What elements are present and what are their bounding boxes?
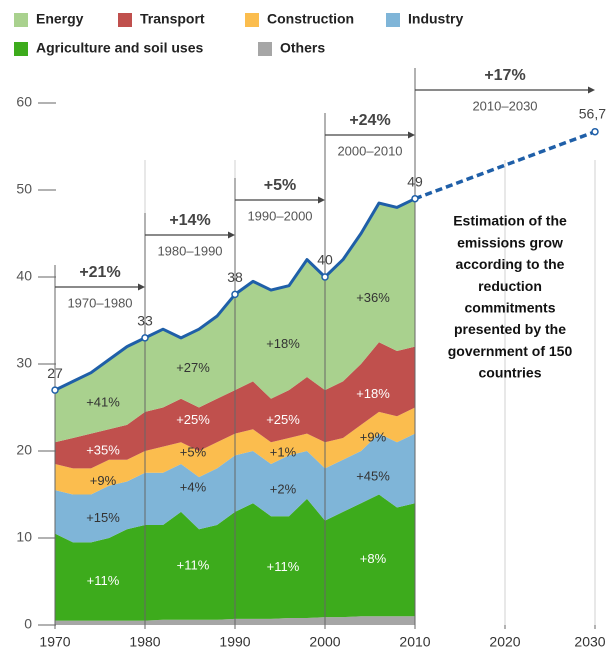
arrow-head xyxy=(228,231,235,239)
x-tick-label: 2020 xyxy=(489,634,520,650)
note: commitments xyxy=(464,300,555,316)
arrow-head xyxy=(138,283,145,291)
area-label: +11% xyxy=(267,559,300,574)
total-label: 33 xyxy=(137,313,153,329)
x-tick-label: 1980 xyxy=(129,634,160,650)
y-tick-label: 40 xyxy=(16,268,32,284)
area-label: +11% xyxy=(177,557,210,572)
area-label: +25% xyxy=(176,412,210,427)
arrow-head xyxy=(408,131,415,139)
area-label: +27% xyxy=(176,360,210,375)
legend-label: Energy xyxy=(36,11,84,27)
legend-swatch xyxy=(245,13,259,27)
y-tick-label: 0 xyxy=(24,616,32,632)
total-label: 49 xyxy=(407,173,423,189)
area-label: +9% xyxy=(360,429,387,444)
period-label: 2010–2030 xyxy=(472,98,537,113)
legend-label: Agriculture and soil uses xyxy=(36,40,203,56)
area-label: +36% xyxy=(356,290,390,305)
period-change: +17% xyxy=(484,67,525,84)
total-label: 40 xyxy=(317,252,333,268)
area-label: +45% xyxy=(356,469,390,484)
x-tick-label: 2010 xyxy=(399,634,430,650)
area-label: +15% xyxy=(86,510,120,525)
total-point xyxy=(51,386,59,394)
note: countries xyxy=(478,365,541,381)
legend-label: Industry xyxy=(408,11,463,27)
total-point xyxy=(411,194,419,203)
legend-label: Others xyxy=(280,40,325,56)
y-tick-label: 60 xyxy=(16,94,32,110)
area-label: +11% xyxy=(87,573,120,588)
area-label: +18% xyxy=(356,386,390,401)
legend-swatch xyxy=(14,42,28,56)
note: presented by the xyxy=(454,321,566,337)
note: according to the xyxy=(456,256,565,272)
period-change: +21% xyxy=(79,264,120,281)
area-label: +25% xyxy=(266,412,300,427)
y-tick-label: 20 xyxy=(16,442,32,458)
note: emissions grow xyxy=(457,234,563,250)
period-change: +5% xyxy=(264,177,296,194)
y-tick-label: 10 xyxy=(16,529,32,545)
period-label: 1990–2000 xyxy=(247,208,312,223)
projection-point xyxy=(591,127,599,136)
period-label: 2000–2010 xyxy=(337,143,402,158)
legend-swatch xyxy=(386,13,400,27)
area-label: +9% xyxy=(90,473,117,488)
area-label: +1% xyxy=(270,445,297,460)
period-change: +14% xyxy=(169,212,210,229)
projection-label: 56,7 xyxy=(579,105,606,121)
area-label: +41% xyxy=(86,395,120,410)
projection-line xyxy=(414,130,596,201)
area-label: +8% xyxy=(360,551,387,566)
total-point xyxy=(141,334,149,342)
x-tick-label: 1990 xyxy=(219,634,250,650)
legend-label: Transport xyxy=(140,11,205,27)
legend-swatch xyxy=(118,13,132,27)
x-tick-label: 1970 xyxy=(39,634,70,650)
y-tick-label: 30 xyxy=(16,355,32,371)
period-change: +24% xyxy=(349,112,390,129)
arrow-head xyxy=(318,196,325,204)
legend-swatch xyxy=(258,42,272,56)
x-tick-label: 2030 xyxy=(574,634,605,650)
note: government of 150 xyxy=(448,343,573,359)
area-label: +18% xyxy=(266,336,300,351)
period-label: 1980–1990 xyxy=(157,243,222,258)
area-label: +35% xyxy=(86,442,120,457)
legend-label: Construction xyxy=(267,11,354,27)
legend-swatch xyxy=(14,13,28,27)
arrow-head xyxy=(588,86,595,94)
total-label: 27 xyxy=(47,365,63,381)
area-label: +4% xyxy=(180,479,207,494)
total-point xyxy=(321,273,329,281)
total-label: 38 xyxy=(227,269,243,285)
area-label: +2% xyxy=(270,482,297,497)
period-label: 1970–1980 xyxy=(67,295,132,310)
y-tick-label: 50 xyxy=(16,181,32,197)
area-label: +5% xyxy=(180,445,207,460)
note: reduction xyxy=(478,278,542,294)
x-tick-label: 2000 xyxy=(309,634,340,650)
note: Estimation of the xyxy=(453,213,567,229)
total-point xyxy=(231,290,239,299)
